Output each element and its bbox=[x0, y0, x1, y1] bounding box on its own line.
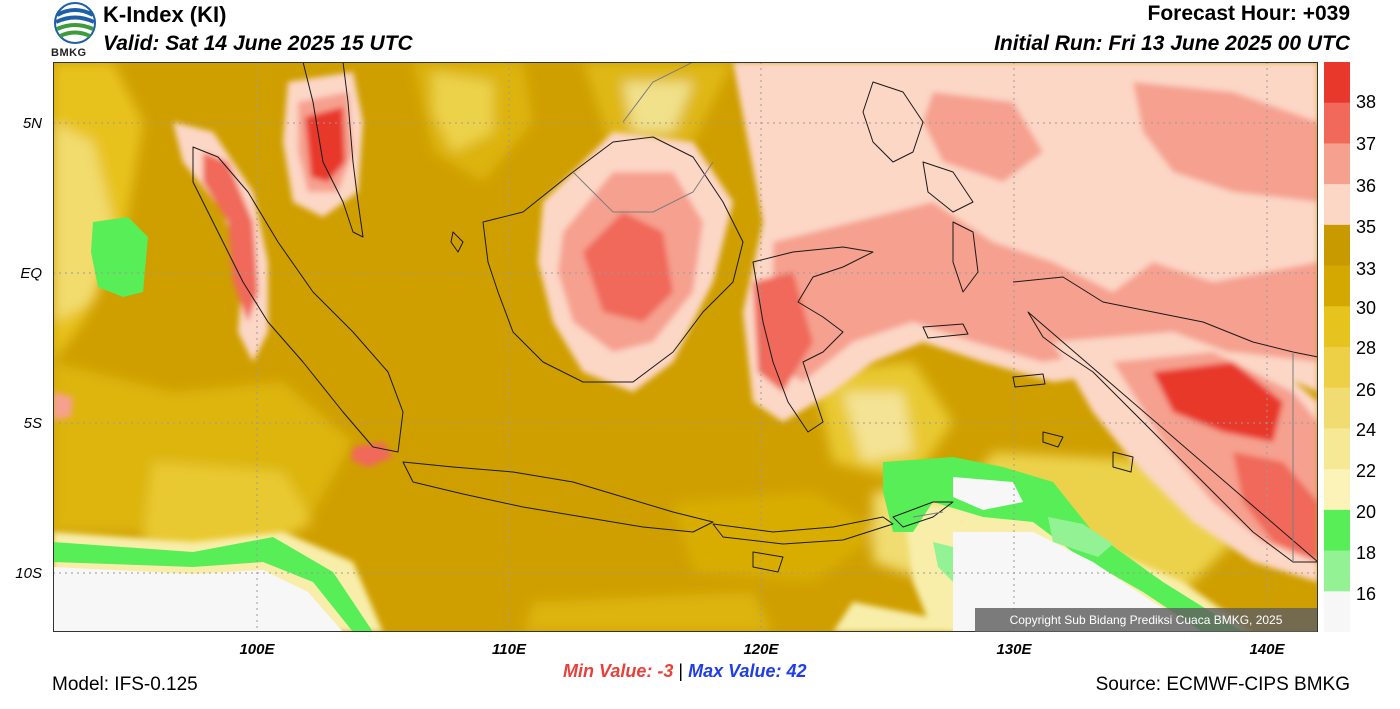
max-value-label: Max Value: bbox=[688, 661, 782, 681]
copyright-notice: Copyright Sub Bidang Prediksi Cuaca BMKG… bbox=[975, 608, 1317, 632]
colorbar-swatch bbox=[1324, 550, 1350, 592]
bmkg-logo-icon bbox=[54, 2, 96, 44]
model-name: Model: IFS-0.125 bbox=[52, 674, 198, 695]
colorbar-label-24: 24 bbox=[1356, 420, 1377, 440]
lat-label-5n: 5N bbox=[22, 115, 42, 132]
lat-label-10s: 10S bbox=[15, 565, 42, 582]
colorbar-label-38: 38 bbox=[1356, 92, 1377, 112]
valid-time: Valid: Sat 14 June 2025 15 UTC bbox=[103, 32, 413, 55]
colorbar-swatches bbox=[1324, 62, 1350, 633]
coastlines bbox=[192, 62, 1318, 573]
bmkg-logo bbox=[50, 1, 100, 59]
map-title: K-Index (KI) bbox=[103, 2, 227, 27]
colorbar-swatch bbox=[1324, 184, 1350, 226]
lon-label-140e: 140E bbox=[1249, 641, 1285, 658]
colorbar-label-20: 20 bbox=[1356, 502, 1377, 522]
min-max-values: Min Value: -3 | Max Value: 42 bbox=[563, 661, 807, 682]
lon-label-130e: 130E bbox=[996, 641, 1032, 658]
colorbar-swatch bbox=[1324, 143, 1350, 185]
colorbar-swatch bbox=[1324, 306, 1350, 348]
map-gridlines bbox=[53, 62, 1318, 632]
field-high-values bbox=[53, 62, 1318, 582]
colorbar-label-28: 28 bbox=[1356, 338, 1377, 358]
colorbar-swatch bbox=[1324, 509, 1350, 552]
lon-label-100e: 100E bbox=[239, 641, 275, 658]
colorbar-label-37: 37 bbox=[1356, 134, 1377, 154]
colorbar-swatch bbox=[1324, 387, 1350, 429]
map-frame bbox=[53, 62, 1318, 632]
data-source: Source: ECMWF-CIPS BMKG bbox=[1095, 674, 1350, 695]
min-max-separator: | bbox=[678, 661, 684, 681]
k-index-map bbox=[53, 62, 1318, 632]
colorbar-swatch bbox=[1324, 265, 1350, 307]
map-canvas bbox=[53, 62, 1318, 632]
min-value-label: Min Value: bbox=[563, 661, 653, 681]
colorbar-swatch bbox=[1324, 469, 1350, 511]
colorbar-label-18: 18 bbox=[1356, 543, 1377, 563]
colorbar-swatch bbox=[1324, 62, 1350, 104]
max-value: 42 bbox=[786, 661, 807, 681]
colorbar-swatch bbox=[1324, 102, 1350, 144]
colorbar-swatch bbox=[1324, 347, 1350, 389]
field-white-zones bbox=[53, 477, 1203, 632]
field-yellow-areas bbox=[53, 62, 1233, 632]
colorbar-swatch bbox=[1324, 224, 1350, 267]
lat-label-eq: EQ bbox=[20, 265, 42, 282]
colorbar-label-33: 33 bbox=[1356, 259, 1377, 279]
colorbar-label-26: 26 bbox=[1356, 380, 1377, 400]
colorbar-label-35: 35 bbox=[1356, 217, 1377, 237]
colorbar-label-22: 22 bbox=[1356, 461, 1377, 481]
borders bbox=[572, 62, 1294, 562]
lat-label-5s: 5S bbox=[23, 415, 42, 432]
colorbar-swatch bbox=[1324, 428, 1350, 470]
initial-run: Initial Run: Fri 13 June 2025 00 UTC bbox=[994, 32, 1350, 55]
forecast-hour: Forecast Hour: +039 bbox=[1147, 2, 1351, 25]
lon-label-120e: 120E bbox=[743, 641, 779, 658]
colorbar-label-16: 16 bbox=[1356, 584, 1377, 604]
colorbar-label-30: 30 bbox=[1356, 298, 1377, 318]
lon-label-110e: 110E bbox=[492, 641, 526, 658]
colorbar-swatch bbox=[1324, 591, 1350, 633]
logo-text: BMKG bbox=[51, 47, 87, 59]
colorbar bbox=[1324, 62, 1350, 633]
min-value: -3 bbox=[657, 661, 674, 681]
colorbar-label-36: 36 bbox=[1356, 176, 1377, 196]
